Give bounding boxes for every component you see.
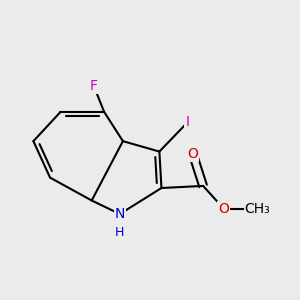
Text: N: N xyxy=(115,207,125,221)
Text: O: O xyxy=(218,202,230,216)
Text: O: O xyxy=(187,147,198,160)
Text: I: I xyxy=(185,116,190,129)
Text: F: F xyxy=(90,79,98,93)
Text: CH₃: CH₃ xyxy=(245,202,271,216)
Text: H: H xyxy=(115,226,124,239)
